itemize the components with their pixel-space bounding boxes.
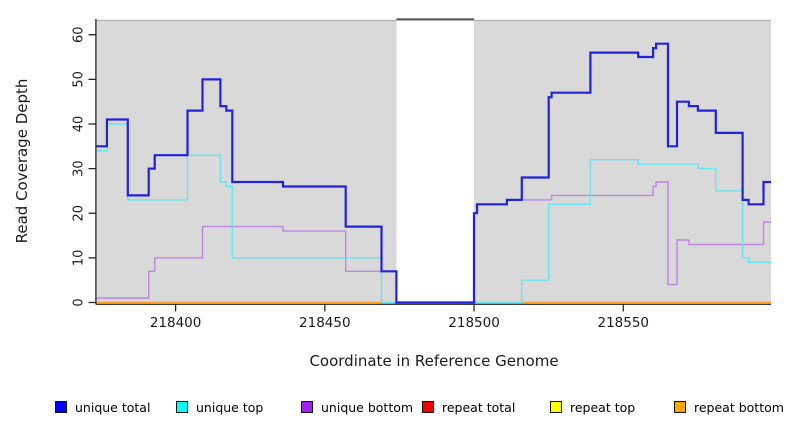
repeat-total-swatch-icon	[422, 401, 434, 413]
svg-text:40: 40	[72, 116, 87, 133]
legend-label: unique bottom	[321, 399, 414, 415]
legend-label: unique top	[196, 399, 264, 415]
legend-item-unique-top: unique top	[176, 398, 263, 416]
legend-label: unique total	[75, 399, 151, 415]
legend-item-unique-bottom: unique bottom	[301, 398, 413, 416]
unique-bottom-swatch-icon	[301, 401, 313, 413]
svg-text:60: 60	[72, 26, 87, 43]
repeat-top-swatch-icon	[550, 401, 562, 413]
series-unique-total	[96, 42, 771, 304]
svg-text:50: 50	[72, 71, 87, 88]
legend-item-repeat-bottom: repeat bottom	[674, 398, 784, 416]
plot-frame	[96, 18, 771, 305]
svg-text:0: 0	[72, 298, 87, 306]
svg-text:218450: 218450	[299, 315, 351, 331]
svg-text:20: 20	[72, 205, 87, 222]
unique-total-swatch-icon	[55, 401, 67, 413]
legend-label: repeat total	[442, 399, 516, 415]
svg-text:218550: 218550	[597, 315, 649, 331]
legend-label: repeat top	[570, 399, 636, 415]
svg-text:30: 30	[72, 160, 87, 177]
legend-item-repeat-top: repeat top	[550, 398, 635, 416]
covered-region-panels	[96, 20, 771, 303]
read-coverage-chart: 0 10 20 30 40 50 60 218400 218450 218500 218550 Co…	[13, 18, 771, 370]
repeat-bottom-swatch-icon	[674, 401, 686, 413]
axes-ticks-and-labels: 0 10 20 30 40 50 60 218400 218450 218500 218550	[72, 19, 649, 331]
legend-item-repeat-total: repeat total	[422, 398, 515, 416]
x-axis-title: Coordinate in Reference Genome	[309, 352, 558, 370]
svg-text:218400: 218400	[150, 315, 202, 331]
svg-text:218500: 218500	[448, 315, 500, 331]
legend-item-unique-total: unique total	[55, 398, 150, 416]
legend: unique total unique top unique bottom re…	[0, 398, 792, 420]
legend-label: repeat bottom	[694, 399, 784, 415]
svg-text:10: 10	[72, 250, 87, 267]
coverage-series-lines	[96, 42, 771, 304]
unique-top-swatch-icon	[176, 401, 188, 413]
series-unique-top	[96, 123, 771, 304]
y-axis-title: Read Coverage Depth	[13, 79, 31, 244]
